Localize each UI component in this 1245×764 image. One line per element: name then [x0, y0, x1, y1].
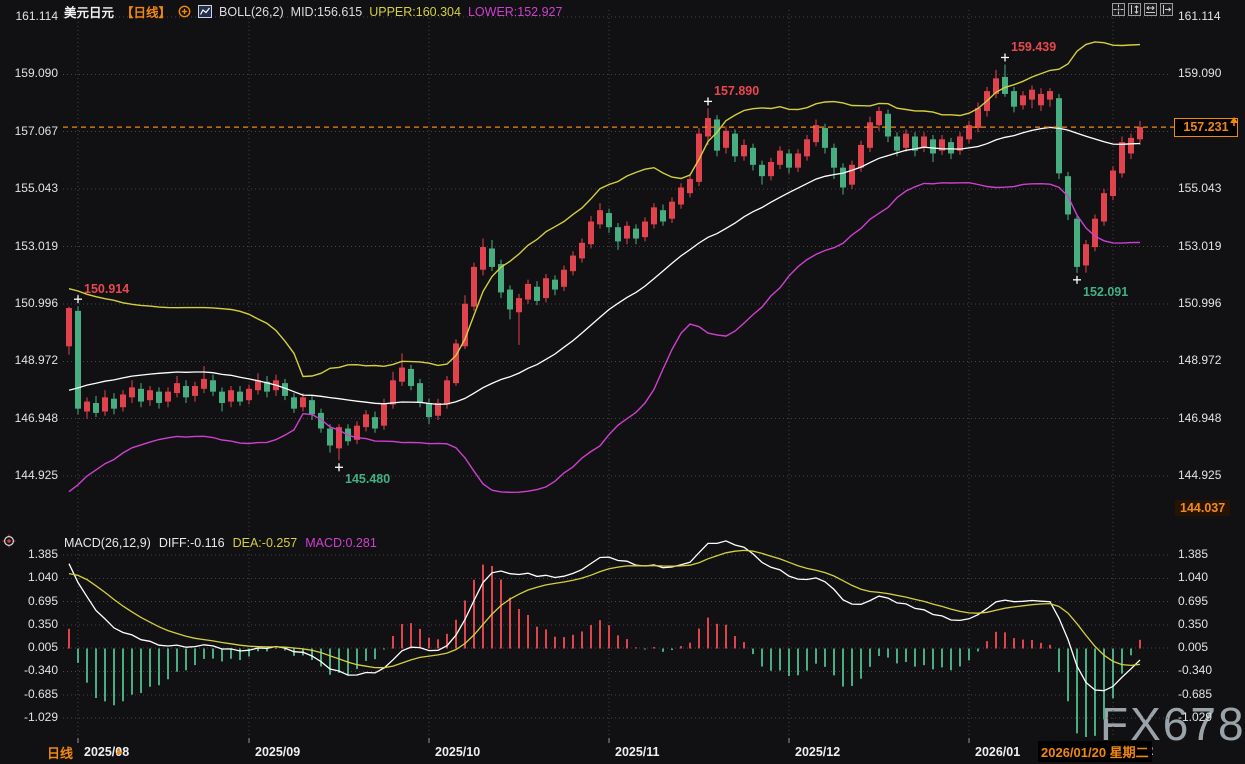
macd-panel-header: MACD(26,12,9) DIFF:-0.116 DEA:-0.257 MAC… — [64, 536, 377, 550]
shift-right-icon[interactable] — [1160, 3, 1173, 16]
interval-tag: 【日线】 — [121, 6, 172, 20]
boll-lower-value: LOWER:152.927 — [467, 4, 563, 19]
macd-label: MACD(26,12,9) — [64, 536, 151, 550]
y-scale-icon[interactable] — [1128, 3, 1141, 16]
interval-up-arrow-icon: ▲ — [114, 746, 124, 757]
boll-label: BOLL(26,2) — [219, 4, 284, 19]
interval-selector-button[interactable]: 日线 — [14, 743, 106, 764]
macd-bar-value: MACD:0.281 — [305, 536, 377, 550]
current-price-badge: 157.231 — [1174, 118, 1238, 137]
macd-diff-value: DIFF:-0.116 — [158, 536, 225, 550]
selected-date-badge: 2026/01/20 星期二 — [1038, 741, 1152, 762]
price-up-arrow-icon — [1229, 114, 1239, 132]
price-panel-header: 美元日元 【日线】 BOLL(26,2) MID:156.615 UPPER:1… — [64, 2, 562, 21]
macd-dea-value: DEA:-0.257 — [232, 536, 298, 550]
range-low-badge: 144.037 — [1175, 500, 1231, 516]
indicator-dot-icon[interactable] — [2, 534, 16, 553]
pan-tool-icon[interactable] — [1112, 3, 1125, 16]
boll-upper-value: UPPER:160.304 — [369, 4, 461, 19]
chart-toolbar — [1112, 3, 1173, 16]
x-scale-icon[interactable] — [1144, 3, 1157, 16]
chart-style-icon — [198, 5, 213, 18]
add-indicator-icon[interactable] — [178, 5, 191, 18]
instrument-title: 美元日元 — [64, 6, 115, 20]
boll-mid-value: MID:156.615 — [290, 4, 363, 19]
